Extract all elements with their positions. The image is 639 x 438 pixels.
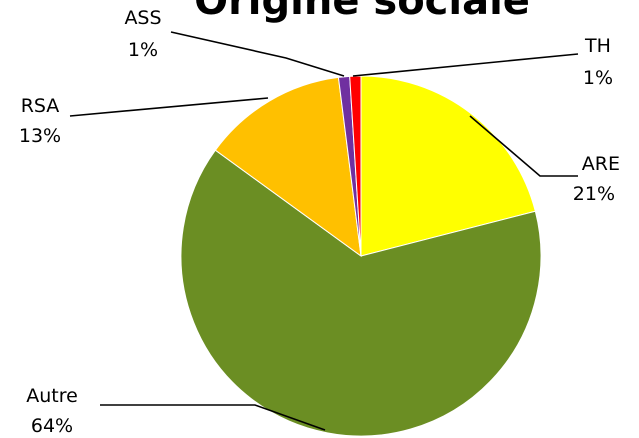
slice-label-ass: ASS bbox=[124, 7, 161, 29]
leader-line-autre bbox=[100, 404, 326, 431]
pie-slice-rsa bbox=[214, 76, 362, 258]
slice-value-are: 21% bbox=[573, 183, 615, 205]
labels-layer: ARE 21% Autre 64% RSA 13% ASS 1% TH 1% bbox=[19, 7, 620, 437]
slice-label-autre: Autre bbox=[26, 385, 78, 407]
slice-value-ass: 1% bbox=[128, 39, 158, 61]
slice-label-rsa: RSA bbox=[21, 95, 60, 117]
pie-slice-autre bbox=[180, 149, 542, 437]
chart-title: Origine sociale bbox=[194, 0, 530, 24]
slice-label-are: ARE bbox=[582, 153, 620, 175]
slice-value-rsa: 13% bbox=[19, 125, 61, 147]
leader-line-rsa bbox=[69, 97, 269, 117]
leader-line-are bbox=[469, 115, 578, 177]
slices-layer bbox=[180, 75, 542, 437]
slice-value-autre: 64% bbox=[31, 415, 73, 437]
pie-slice-are bbox=[360, 75, 536, 257]
leader-line-th bbox=[352, 53, 579, 77]
slice-label-th: TH bbox=[584, 35, 611, 57]
slice-value-th: 1% bbox=[583, 67, 613, 89]
leader-line-ass bbox=[170, 31, 345, 77]
